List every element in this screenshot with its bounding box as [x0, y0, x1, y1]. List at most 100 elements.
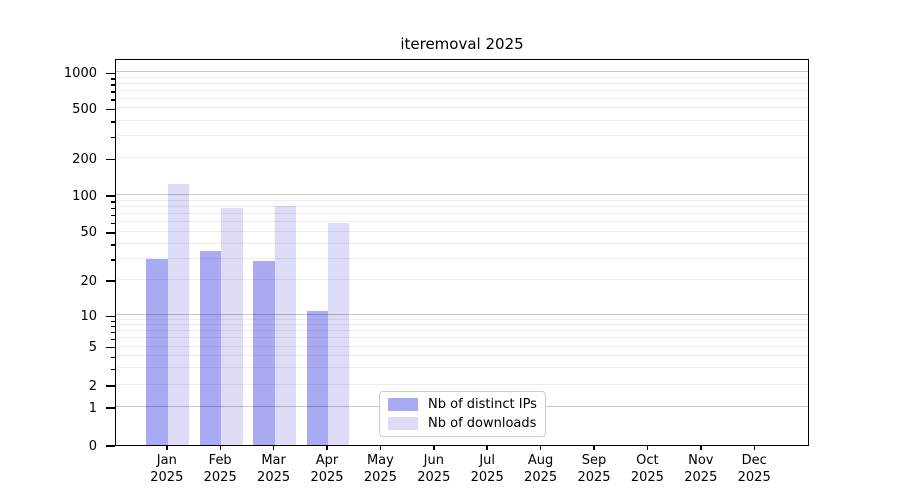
y-tick-mark-200: [106, 158, 115, 161]
y-minor-tick-mark-40: [111, 244, 115, 246]
legend-swatch-nb-of-distinct-ips: [388, 398, 418, 411]
x-tick-label-mar: Mar 2025: [244, 453, 304, 486]
y-minor-tick-mark-9: [111, 320, 115, 323]
y-tick-label-50: 50: [80, 225, 97, 241]
legend: Nb of distinct IPs Nb of downloads: [379, 391, 546, 437]
y-minor-tick-mark-700: [111, 91, 115, 93]
bar-nb-of-distinct-ips-apr: [306, 310, 328, 445]
y-minor-tick-mark-800: [111, 84, 115, 86]
y-minor-tick-mark-70: [111, 214, 115, 217]
y-tick-label-200: 200: [72, 151, 97, 167]
gridline-minor-4: [116, 355, 808, 356]
y-minor-tick-mark-90: [111, 201, 115, 203]
x-tick-month-text: Feb: [208, 453, 232, 468]
legend-label-nb-of-downloads: Nb of downloads: [428, 416, 537, 431]
x-tick-month-text: Jul: [479, 453, 496, 468]
gridline-minor-40: [116, 242, 808, 244]
y-tick-mark-20: [106, 280, 115, 282]
x-tick-mark-jul: [486, 446, 488, 450]
y-tick-label-1000: 1000: [63, 65, 97, 81]
y-minor-tick-mark-3: [111, 368, 115, 371]
y-minor-tick-mark-7: [111, 331, 115, 334]
x-tick-year-text: 2025: [684, 469, 718, 485]
legend-row-nb-of-downloads: Nb of downloads: [388, 416, 537, 431]
y-tick-mark-100: [106, 195, 115, 197]
y-tick-mark-1: [106, 407, 115, 409]
x-tick-label-oct: Oct 2025: [617, 453, 677, 486]
bar-nb-of-downloads-apr: [328, 223, 350, 445]
x-tick-year-text: 2025: [524, 469, 558, 485]
y-tick-mark-2: [106, 385, 115, 387]
gridline-minor-5: [116, 345, 808, 347]
x-tick-year-text: 2025: [150, 469, 184, 485]
chart-title: iteremoval 2025: [400, 35, 524, 53]
legend-label-nb-of-distinct-ips: Nb of distinct IPs: [428, 397, 537, 412]
x-tick-month-text: Jan: [156, 453, 177, 468]
x-tick-year-text: 2025: [363, 469, 397, 485]
x-tick-mark-jan: [166, 446, 168, 450]
gridline-minor-6: [116, 337, 808, 339]
gridline-minor-7: [116, 330, 808, 332]
y-tick-label-5: 5: [88, 340, 97, 356]
x-tick-month-text: May: [366, 453, 394, 468]
x-tick-mark-nov: [700, 446, 702, 450]
y-minor-tick-mark-300: [111, 136, 115, 139]
y-tick-label-0: 0: [88, 438, 97, 454]
x-tick-month-text: Jun: [423, 453, 444, 468]
gridline-minor-200: [116, 157, 808, 159]
gridline-minor-80: [116, 206, 808, 207]
x-tick-label-dec: Dec 2025: [724, 453, 784, 486]
x-tick-year-text: 2025: [310, 469, 344, 485]
gridline-minor-800: [116, 82, 808, 84]
gridline-minor-500: [116, 107, 808, 109]
x-tick-month-text: Dec: [741, 453, 767, 468]
x-tick-mark-mar: [272, 446, 275, 450]
gridline-minor-8: [116, 324, 808, 326]
gridline-minor-60: [116, 221, 808, 223]
bars-layer: [116, 60, 808, 445]
gridline-minor-700: [116, 89, 808, 91]
x-tick-year-text: 2025: [417, 469, 451, 485]
gridline-major-1000: [116, 71, 808, 73]
x-tick-label-aug: Aug 2025: [511, 453, 571, 486]
x-tick-label-apr: Apr 2025: [297, 453, 357, 486]
y-tick-mark-0: [106, 445, 115, 447]
x-tick-year-text: 2025: [737, 469, 771, 485]
x-tick-month-text: Mar: [261, 453, 286, 468]
x-tick-month-text: Sep: [581, 453, 607, 468]
x-tick-year-text: 2025: [203, 469, 237, 485]
y-minor-tick-mark-8: [111, 325, 115, 328]
x-tick-label-feb: Feb 2025: [190, 453, 250, 486]
gridline-minor-300: [116, 135, 808, 137]
bar-nb-of-distinct-ips-mar: [253, 260, 275, 445]
legend-row-nb-of-distinct-ips: Nb of distinct IPs: [388, 397, 537, 412]
y-tick-label-500: 500: [72, 101, 97, 117]
x-tick-mark-aug: [539, 446, 542, 450]
y-tick-label-100: 100: [72, 188, 97, 204]
y-minor-tick-mark-60: [111, 222, 115, 225]
x-tick-month-text: Aug: [527, 453, 554, 468]
grid-layer: [116, 60, 808, 445]
x-tick-month-text: Nov: [688, 453, 714, 468]
x-tick-label-jul: Jul 2025: [457, 453, 517, 486]
x-tick-mark-apr: [326, 446, 328, 450]
y-tick-label-2: 2: [88, 378, 97, 394]
y-tick-mark-1000: [106, 72, 115, 75]
y-minor-tick-mark-80: [111, 207, 115, 209]
bar-nb-of-distinct-ips-feb: [199, 250, 222, 445]
gridline-minor-20: [116, 279, 808, 280]
x-tick-label-jun: Jun 2025: [404, 453, 464, 486]
gridline-minor-50: [116, 230, 808, 232]
plot-area: [115, 59, 809, 446]
gridline-minor-9: [116, 319, 808, 321]
x-tick-mark-oct: [646, 446, 649, 450]
y-tick-label-1: 1: [88, 400, 97, 416]
x-tick-mark-feb: [219, 446, 221, 450]
y-tick-label-10: 10: [80, 308, 97, 324]
x-tick-year-text: 2025: [257, 469, 291, 485]
gridline-minor-2: [116, 384, 808, 386]
gridline-major-100: [116, 194, 808, 196]
x-tick-mark-jun: [433, 446, 435, 450]
gridline-minor-70: [116, 213, 808, 215]
